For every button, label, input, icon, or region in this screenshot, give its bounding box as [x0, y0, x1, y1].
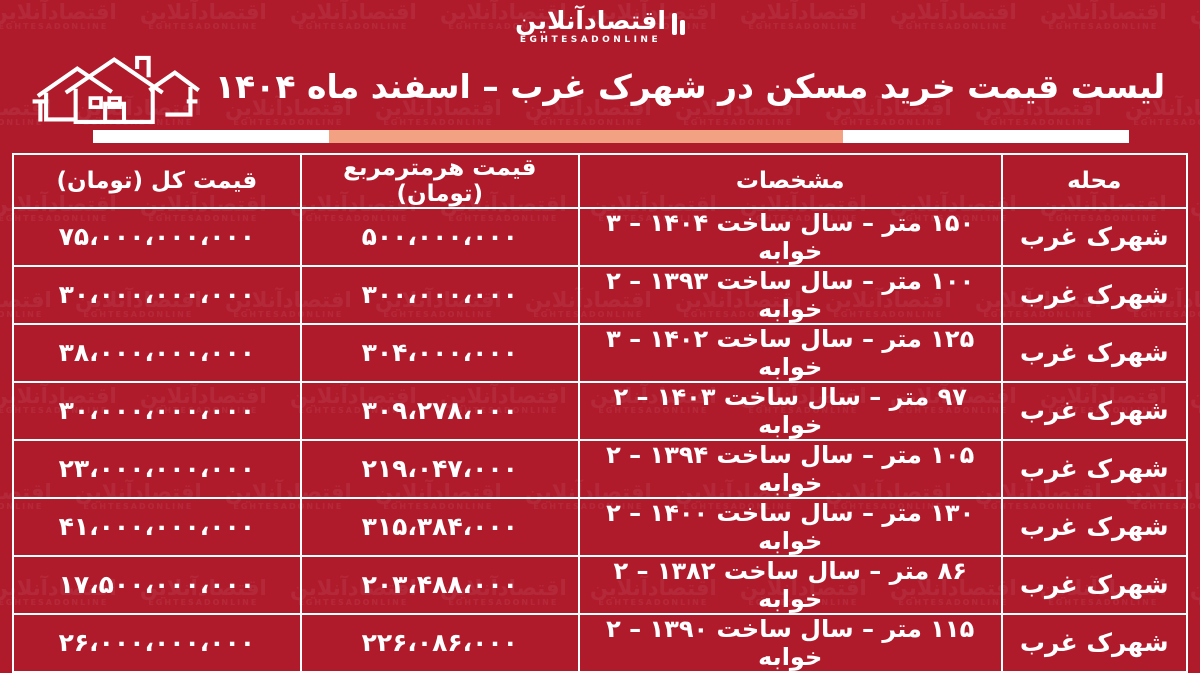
- cell-price-per-m2: ۳۰۹،۲۷۸،۰۰۰: [299, 380, 580, 441]
- price-table: محله مشخصات قیمت هرمترمربع (تومان) قیمت …: [12, 152, 1189, 673]
- cell-specs: ۱۲۵ متر – سال ساخت ۱۴۰۲ – ۳ خوابه: [577, 322, 1003, 383]
- logo-text: اقتصادآنلاین EGHTESADONLINE: [515, 7, 666, 45]
- bar-segment-white-left: [93, 129, 329, 143]
- cell-neighborhood: شهرک غرب: [1000, 322, 1189, 383]
- price-table-wrap: محله مشخصات قیمت هرمترمربع (تومان) قیمت …: [12, 152, 1189, 673]
- cell-total-price: ۳۰،۰۰۰،۰۰۰،۰۰۰: [12, 264, 302, 325]
- cell-price-per-m2: ۳۰۰،۰۰۰،۰۰۰: [299, 264, 580, 325]
- cell-neighborhood: شهرک غرب: [1000, 612, 1189, 673]
- cell-total-price: ۲۳،۰۰۰،۰۰۰،۰۰۰: [12, 438, 302, 499]
- cell-neighborhood: شهرک غرب: [1000, 206, 1189, 267]
- eghtesad-online-logo: اقتصادآنلاین EGHTESADONLINE: [0, 0, 1200, 45]
- cell-specs: ۱۵۰ متر – سال ساخت ۱۴۰۴ – ۳ خوابه: [577, 206, 1003, 267]
- cell-price-per-m2: ۲۱۹،۰۴۷،۰۰۰: [299, 438, 580, 499]
- cell-neighborhood: شهرک غرب: [1000, 496, 1189, 557]
- cell-neighborhood: شهرک غرب: [1000, 264, 1189, 325]
- cell-neighborhood: شهرک غرب: [1000, 554, 1189, 615]
- cell-specs: ۹۷ متر – سال ساخت ۱۴۰۳ – ۲ خوابه: [577, 380, 1003, 441]
- page-title: لیست قیمت خرید مسکن در شهرک غرب – اسفند …: [214, 67, 1166, 106]
- logo-persian-name: اقتصادآنلاین: [515, 6, 666, 35]
- table-header-row: محله مشخصات قیمت هرمترمربع (تومان) قیمت …: [12, 152, 1189, 209]
- table-row: شهرک غرب ۱۰۰ متر – سال ساخت ۱۳۹۳ – ۲ خوا…: [12, 264, 1189, 325]
- cell-specs: ۸۶ متر – سال ساخت ۱۳۸۲ – ۲ خوابه: [577, 554, 1003, 615]
- table-row: شهرک غرب ۱۵۰ متر – سال ساخت ۱۴۰۴ – ۳ خوا…: [12, 206, 1189, 267]
- decorative-bar: [93, 129, 1129, 143]
- table-row: شهرک غرب ۱۱۵ متر – سال ساخت ۱۳۹۰ – ۲ خوا…: [12, 612, 1189, 673]
- bar-segment-salmon: [329, 129, 843, 143]
- cell-price-per-m2: ۵۰۰،۰۰۰،۰۰۰: [299, 206, 580, 267]
- header-total-price: قیمت کل (تومان): [12, 152, 302, 209]
- cell-total-price: ۳۸،۰۰۰،۰۰۰،۰۰۰: [12, 322, 302, 383]
- table-row: شهرک غرب ۱۰۵ متر – سال ساخت ۱۳۹۴ – ۲ خوا…: [12, 438, 1189, 499]
- table-row: شهرک غرب ۹۷ متر – سال ساخت ۱۴۰۳ – ۲ خواب…: [12, 380, 1189, 441]
- cell-total-price: ۳۰،۰۰۰،۰۰۰،۰۰۰: [12, 380, 302, 441]
- table-row: شهرک غرب ۸۶ متر – سال ساخت ۱۳۸۲ – ۲ خواب…: [12, 554, 1189, 615]
- header-specs: مشخصات: [577, 152, 1003, 209]
- table-row: شهرک غرب ۱۲۵ متر – سال ساخت ۱۴۰۲ – ۳ خوا…: [12, 322, 1189, 383]
- cell-specs: ۱۰۵ متر – سال ساخت ۱۳۹۴ – ۲ خوابه: [577, 438, 1003, 499]
- cell-price-per-m2: ۲۲۶،۰۸۶،۰۰۰: [299, 612, 580, 673]
- house-icon: [26, 44, 206, 130]
- bar-segment-white-right: [843, 129, 1129, 143]
- cell-price-per-m2: ۲۰۳،۴۸۸،۰۰۰: [299, 554, 580, 615]
- cell-price-per-m2: ۳۱۵،۳۸۴،۰۰۰: [299, 496, 580, 557]
- header-price-per-m2: قیمت هرمترمربع (تومان): [299, 152, 580, 209]
- cell-specs: ۱۱۵ متر – سال ساخت ۱۳۹۰ – ۲ خوابه: [577, 612, 1003, 673]
- cell-total-price: ۷۵،۰۰۰،۰۰۰،۰۰۰: [12, 206, 302, 267]
- cell-specs: ۱۳۰ متر – سال ساخت ۱۴۰۰ – ۲ خوابه: [577, 496, 1003, 557]
- cell-total-price: ۲۶،۰۰۰،۰۰۰،۰۰۰: [12, 612, 302, 673]
- cell-price-per-m2: ۳۰۴،۰۰۰،۰۰۰: [299, 322, 580, 383]
- header-neighborhood: محله: [1000, 152, 1189, 209]
- table-row: شهرک غرب ۱۳۰ متر – سال ساخت ۱۴۰۰ – ۲ خوا…: [12, 496, 1189, 557]
- cell-specs: ۱۰۰ متر – سال ساخت ۱۳۹۳ – ۲ خوابه: [577, 264, 1003, 325]
- cell-total-price: ۱۷،۵۰۰،۰۰۰،۰۰۰: [12, 554, 302, 615]
- logo-bars-icon: [671, 7, 685, 35]
- title-row: لیست قیمت خرید مسکن در شهرک غرب – اسفند …: [0, 47, 1200, 127]
- cell-total-price: ۴۱،۰۰۰،۰۰۰،۰۰۰: [12, 496, 302, 557]
- cell-neighborhood: شهرک غرب: [1000, 380, 1189, 441]
- cell-neighborhood: شهرک غرب: [1000, 438, 1189, 499]
- logo-english-name: EGHTESADONLINE: [519, 34, 662, 45]
